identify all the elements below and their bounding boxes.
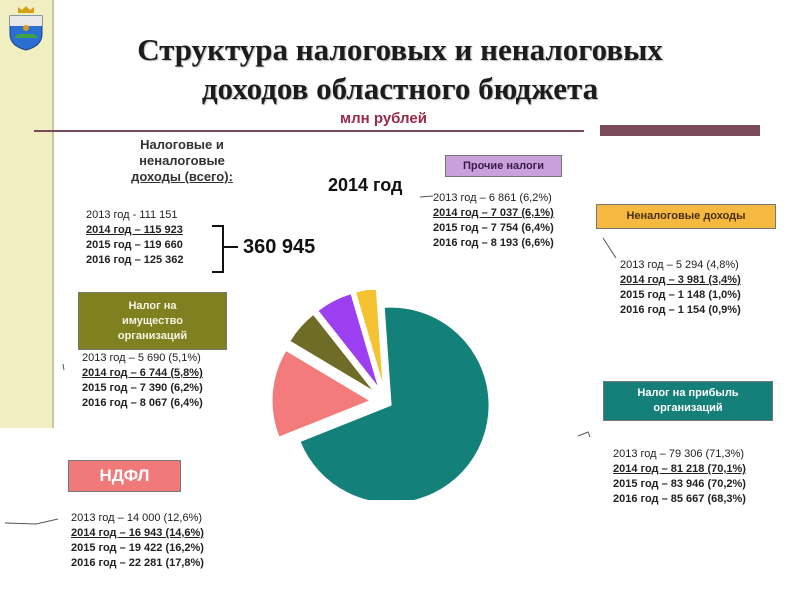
pribyl-rows: 2013 год – 79 306 (71,3%) 2014 год – 81 … xyxy=(613,447,746,507)
total-row-2015: 2015 год – 119 660 xyxy=(86,239,183,251)
nenalog-row-2015: 2015 год – 1 148 (1,0%) xyxy=(620,289,741,301)
chart-year-label: 2014 год xyxy=(328,175,403,195)
total-bracket xyxy=(212,225,224,273)
total-row-2013: 2013 год - 111 151 xyxy=(86,209,178,221)
legend-box-prochie: Прочие налоги xyxy=(445,155,562,177)
title-line-1: Структура налоговых и неналоговых xyxy=(137,32,663,67)
nenalog-row-2014: 2014 год – 3 981 (3,4%) xyxy=(620,274,741,286)
pie-slice xyxy=(317,293,380,389)
title-rule xyxy=(34,130,584,132)
total-row-2016: 2016 год – 125 362 xyxy=(86,254,184,266)
legend-box-imush: Налог на имущество организаций xyxy=(78,292,227,350)
units-subtitle: млн рублей xyxy=(340,110,427,127)
imush-row-2014: 2014 год – 6 744 (5,8%) xyxy=(82,367,203,379)
pie-slice xyxy=(289,313,375,392)
pribyl-label-line: Налог на прибыль xyxy=(637,387,739,399)
coat-of-arms-icon xyxy=(9,6,43,51)
leader-ndfl xyxy=(4,518,59,525)
imush-label-line: организаций xyxy=(117,330,188,342)
prochie-row-2014: 2014 год – 7 037 (6,1%) xyxy=(433,207,554,219)
total-sum: 360 945 xyxy=(243,236,316,258)
pribyl-row-2014: 2014 год – 81 218 (70,1%) xyxy=(613,463,746,475)
imush-row-2015: 2015 год – 7 390 (6,2%) xyxy=(82,382,203,394)
pie-chart xyxy=(271,290,490,500)
page-title: Структура налоговых и неналоговых доходо… xyxy=(60,30,740,108)
pribyl-row-2015: 2015 год – 83 946 (70,2%) xyxy=(613,478,746,490)
total-row-2014: 2014 год – 115 923 xyxy=(86,224,183,236)
legend-box-pribyl: Налог на прибыль организаций xyxy=(603,381,773,421)
pie-slice xyxy=(299,306,490,500)
pribyl-row-2013: 2013 год – 79 306 (71,3%) xyxy=(613,448,745,460)
nenalog-row-2016: 2016 год – 1 154 (0,9%) xyxy=(620,304,741,316)
pribyl-label-line: организаций xyxy=(653,402,723,414)
leader-nenalog xyxy=(602,237,617,259)
imush-row-2016: 2016 год – 8 067 (6,4%) xyxy=(82,397,203,409)
imush-label-line: имущество xyxy=(122,315,183,327)
prochie-row-2015: 2015 год – 7 754 (6,4%) xyxy=(433,222,554,234)
prochie-rows: 2013 год – 6 861 (6,2%) 2014 год – 7 037… xyxy=(433,191,554,251)
ndfl-row-2016: 2016 год – 22 281 (17,8%) xyxy=(71,557,204,569)
total-heading-line: Налоговые и xyxy=(140,137,224,152)
total-heading: Налоговые и неналоговые доходы (всего): xyxy=(112,137,252,185)
leader-prochie xyxy=(419,195,434,198)
legend-box-nenalog: Неналоговые доходы xyxy=(596,204,776,229)
leader-imush xyxy=(62,363,65,371)
imush-row-2013: 2013 год – 5 690 (5,1%) xyxy=(82,352,201,364)
prochie-row-2016: 2016 год – 8 193 (6,6%) xyxy=(433,237,554,249)
ndfl-rows: 2013 год – 14 000 (12,6%) 2014 год – 16 … xyxy=(71,511,204,571)
pribyl-row-2016: 2016 год – 85 667 (68,3%) xyxy=(613,493,746,505)
total-heading-line: неналоговые xyxy=(139,153,225,168)
ndfl-row-2013: 2013 год – 14 000 (12,6%) xyxy=(71,512,203,524)
sidebar-divider xyxy=(52,0,54,428)
prochie-row-2013: 2013 год – 6 861 (6,2%) xyxy=(433,192,552,204)
pie-slice xyxy=(354,290,384,387)
title-line-2: доходов областного бюджета xyxy=(201,71,599,106)
total-bracket-tip xyxy=(224,246,238,248)
imush-rows: 2013 год – 5 690 (5,1%) 2014 год – 6 744… xyxy=(82,351,203,411)
legend-box-ndfl: НДФЛ xyxy=(68,460,181,492)
total-heading-line: доходы (всего): xyxy=(131,169,233,184)
nenalog-row-2013: 2013 год – 5 294 (4,8%) xyxy=(620,259,739,271)
sidebar-strip xyxy=(0,0,52,428)
title-rule-bar xyxy=(600,125,760,136)
ndfl-row-2014: 2014 год – 16 943 (14,6%) xyxy=(71,527,204,539)
ndfl-row-2015: 2015 год – 19 422 (16,2%) xyxy=(71,542,204,554)
leader-pribyl xyxy=(577,431,591,438)
imush-label-line: Налог на xyxy=(128,300,177,312)
total-rows: 2013 год - 111 151 2014 год – 115 923 20… xyxy=(86,208,184,268)
nenalog-rows: 2013 год – 5 294 (4,8%) 2014 год – 3 981… xyxy=(620,258,741,318)
pie-slice xyxy=(271,349,372,438)
